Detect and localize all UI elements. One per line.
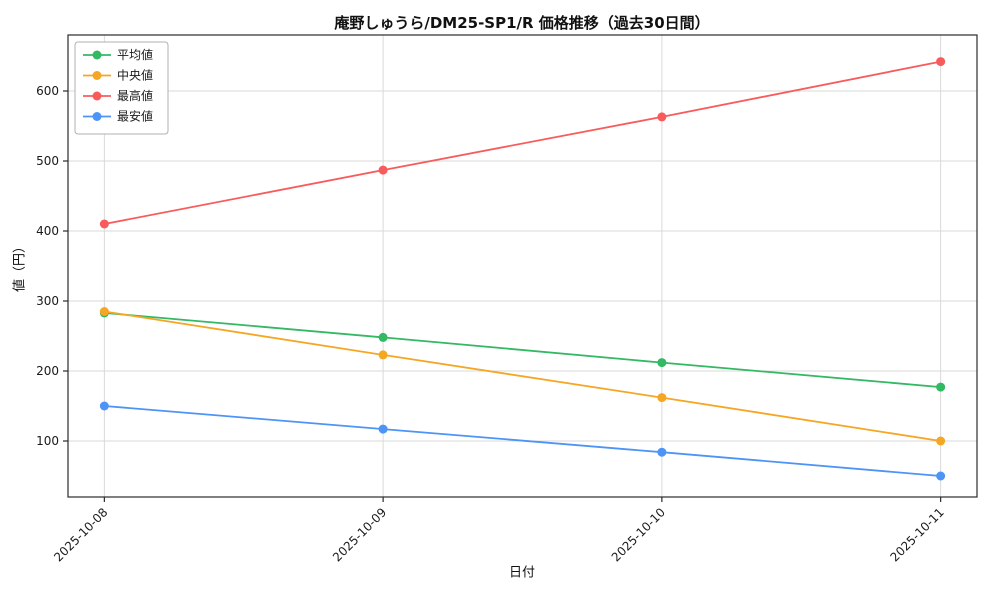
- legend-label: 最高値: [117, 88, 153, 103]
- data-point-marker: [657, 447, 667, 457]
- y-tick-label: 300: [36, 294, 59, 308]
- y-tick-label: 600: [36, 84, 59, 98]
- data-point-marker: [99, 401, 109, 411]
- data-point-marker: [657, 358, 667, 368]
- data-point-marker: [378, 332, 388, 342]
- data-point-marker: [936, 471, 946, 481]
- legend-marker: [92, 91, 102, 101]
- y-axis: 100 200 300 400 500 600: [36, 84, 68, 448]
- y-tick-label: 400: [36, 224, 59, 238]
- x-axis: 2025-10-08 2025-10-09 2025-10-10 2025-10-11: [51, 497, 947, 564]
- legend-marker: [92, 71, 102, 80]
- x-tick-label: 2025-10-10: [609, 505, 668, 564]
- series-line: [99, 308, 946, 392]
- line-path: [104, 405, 941, 477]
- data-point-marker: [378, 350, 388, 360]
- legend-marker: [92, 112, 102, 121]
- data-point-marker: [936, 436, 946, 446]
- y-tick-label: 100: [36, 434, 59, 448]
- line-path: [104, 312, 941, 388]
- y-tick-label: 200: [36, 364, 59, 378]
- gridlines: [68, 35, 977, 497]
- x-tick-label: 2025-10-09: [330, 505, 389, 564]
- data-point-marker: [936, 382, 946, 392]
- legend-box: [74, 41, 169, 135]
- x-tick-label: 2025-10-11: [888, 505, 947, 564]
- x-tick-label: 2025-10-08: [51, 505, 110, 564]
- series-line: [99, 307, 946, 446]
- legend-label: 中央値: [117, 68, 153, 83]
- data-point-marker: [99, 307, 109, 316]
- legend-item: 平均値: [83, 47, 153, 62]
- line-path: [104, 60, 941, 225]
- legend-label: 平均値: [117, 47, 153, 62]
- legend-item: 最安値: [83, 109, 153, 124]
- legend-item: 最高値: [83, 88, 153, 103]
- chart-title: 庵野しゅうら/DM25-SP1/R 価格推移（過去30日間）: [334, 14, 710, 32]
- legend-item: 中央値: [83, 68, 153, 83]
- series-line: [99, 401, 946, 481]
- data-point-marker: [99, 219, 109, 229]
- legend-marker: [92, 50, 102, 60]
- data-point-marker: [378, 424, 388, 434]
- x-axis-label: 日付: [508, 565, 536, 581]
- legend-label: 最安値: [117, 109, 153, 124]
- series-line: [99, 57, 946, 229]
- data-point-marker: [936, 57, 946, 67]
- line-path: [104, 310, 941, 442]
- axes-spines: [67, 34, 978, 498]
- data-point-marker: [657, 393, 667, 403]
- data-point-marker: [657, 112, 667, 122]
- data-point-marker: [378, 165, 388, 175]
- y-tick-label: 500: [36, 154, 59, 168]
